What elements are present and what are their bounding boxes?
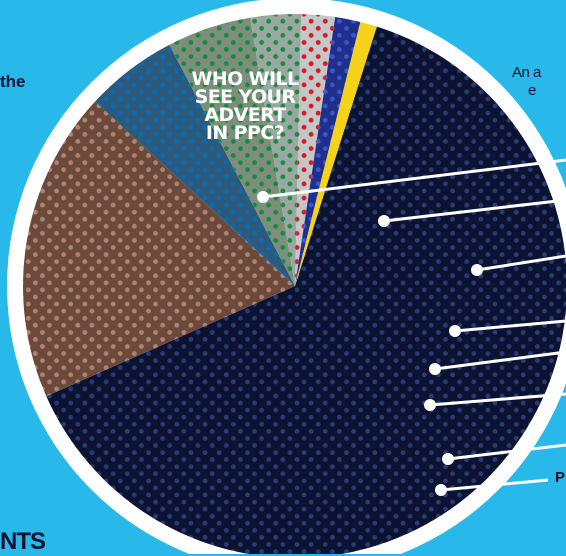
leader-dot-5 <box>429 363 441 375</box>
leader-line-7 <box>447 443 566 461</box>
leader-dot-8 <box>435 484 447 496</box>
leader-line-6 <box>429 392 566 407</box>
leader-line-1 <box>262 158 566 199</box>
cropped-text-bottom: NTS <box>0 528 46 555</box>
pie-slice-4 <box>169 17 295 286</box>
pie-slice-7 <box>295 16 361 287</box>
leader-dot-4 <box>449 325 461 337</box>
title-line-2: SEE YOUR <box>194 86 296 108</box>
pie-slice-2 <box>23 101 296 397</box>
leader-dot-1 <box>257 191 269 203</box>
leader-line-2 <box>383 198 566 223</box>
pie-slice-5 <box>250 14 302 287</box>
cropped-text-right-1: An a <box>512 64 541 81</box>
pie-slice-3 <box>95 44 295 286</box>
pie-slice-8 <box>295 21 377 286</box>
pie-slice-6 <box>295 14 336 287</box>
cropped-text-right-2: e <box>528 82 536 99</box>
leader-dot-2 <box>378 215 390 227</box>
title-line-4: IN PPC? <box>205 122 285 144</box>
leader-line-4 <box>454 319 566 333</box>
chart-title: WHO WILL SEE YOUR ADVERT IN PPC? <box>160 68 330 144</box>
leader-line-3 <box>476 254 566 272</box>
cropped-text-right-3: P <box>555 469 566 486</box>
leader-dot-6 <box>424 399 436 411</box>
title-line-1: WHO WILL <box>191 68 299 90</box>
leader-line-8 <box>440 478 549 492</box>
leader-line-5 <box>434 350 566 371</box>
pie-slice-1 <box>46 26 566 554</box>
title-line-3: ADVERT <box>204 104 286 126</box>
leader-dot-3 <box>471 264 483 276</box>
cropped-text-left: the <box>0 72 26 91</box>
leader-dot-7 <box>442 453 454 465</box>
